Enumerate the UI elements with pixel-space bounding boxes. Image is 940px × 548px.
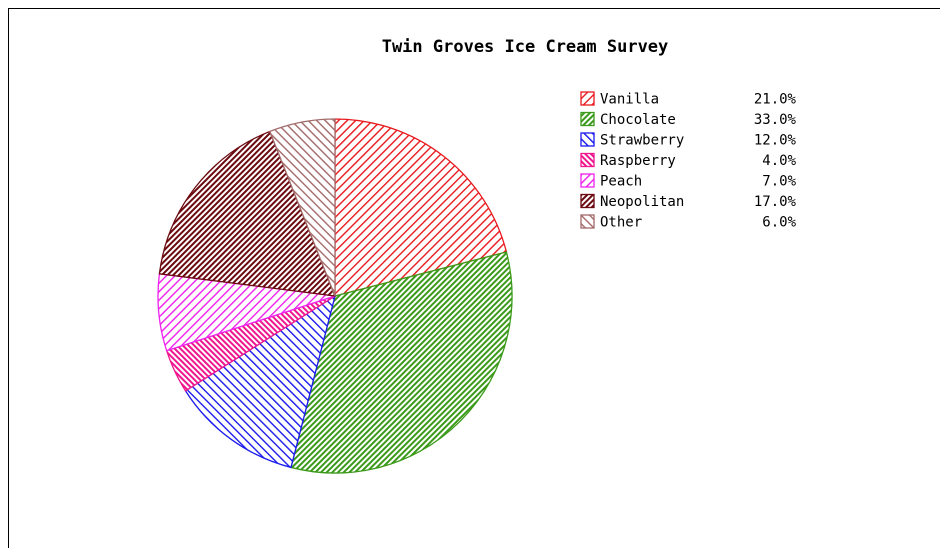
legend-label-raspberry: Raspberry [600, 153, 676, 169]
legend-swatch-raspberry [580, 152, 595, 168]
legend-value-peach: 7.0% [762, 174, 796, 190]
pie-slice-vanilla [334, 118, 508, 297]
pie-chart: Twin Groves Ice Cream Survey Vanilla 21.0… [157, 37, 797, 474]
legend-value-neopolitan: 17.0% [754, 194, 797, 210]
pie-slice-strawberry [184, 294, 337, 469]
legend-swatch-peach [580, 173, 595, 188]
pie-slice-other [268, 118, 336, 297]
chart-frame [8, 8, 940, 548]
legend-label-vanilla: Vanilla [600, 92, 659, 108]
legend-value-chocolate: 33.0% [754, 112, 797, 128]
chart-title: Twin Groves Ice Cream Survey [382, 37, 669, 57]
legend-value-other: 6.0% [762, 215, 796, 231]
pie-slice-chocolate [290, 251, 513, 474]
legend-swatch-strawberry [580, 132, 595, 147]
legend-label-neopolitan: Neopolitan [600, 194, 684, 210]
legend-label-strawberry: Strawberry [600, 133, 684, 149]
legend-label-chocolate: Chocolate [600, 112, 676, 128]
legend-value-vanilla: 21.0% [754, 92, 797, 108]
legend-value-raspberry: 4.0% [762, 153, 796, 169]
legend-swatch-neopolitan [580, 193, 595, 209]
legend-label-peach: Peach [600, 174, 642, 190]
legend-swatch-vanilla [580, 91, 595, 106]
legend-value-strawberry: 12.0% [754, 133, 797, 149]
pie-slices [157, 118, 513, 474]
legend: Vanilla 21.0% Chocolate 33.0% Strawberry 12.0… [580, 91, 797, 231]
pie-slice-neopolitan [158, 130, 337, 297]
legend-label-other: Other [600, 215, 642, 231]
legend-swatch-other [580, 214, 595, 229]
legend-swatch-chocolate [580, 111, 595, 127]
